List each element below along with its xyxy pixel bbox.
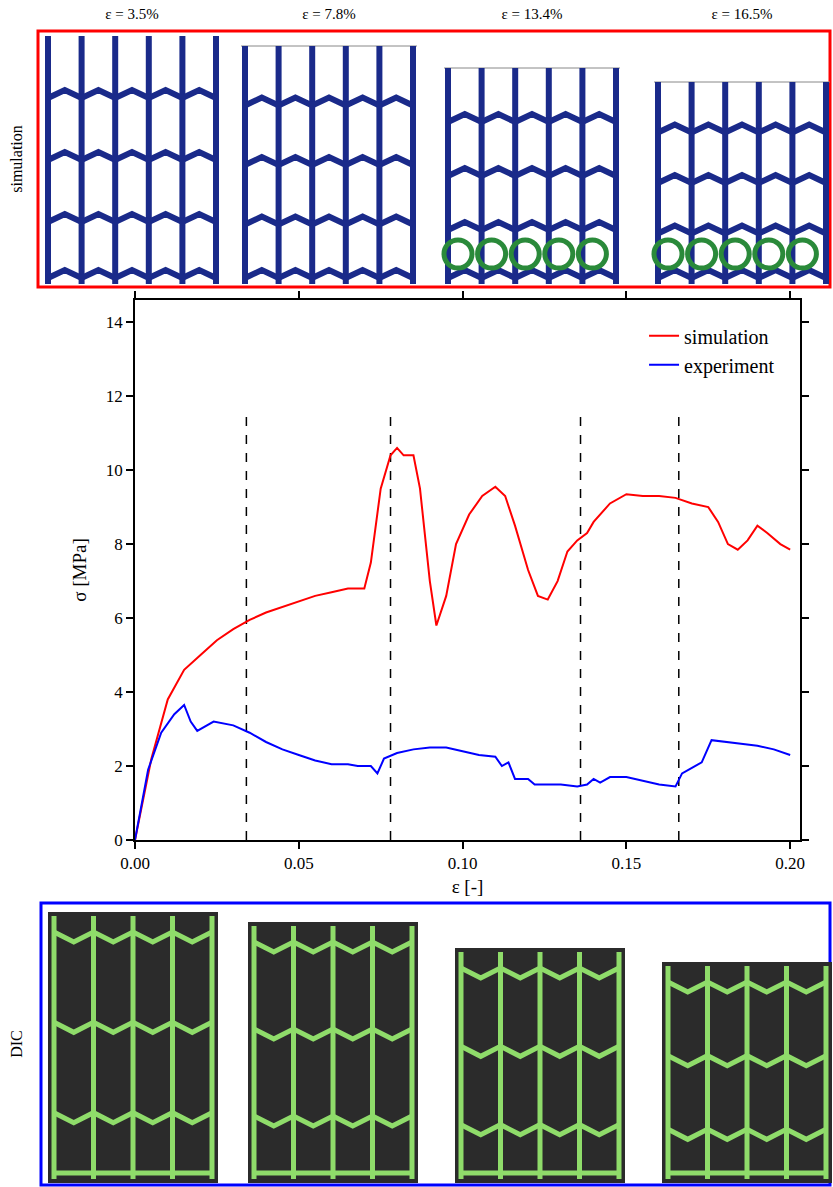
- svg-text:0.15: 0.15: [612, 854, 642, 873]
- svg-text:0.10: 0.10: [448, 854, 478, 873]
- svg-text:0.00: 0.00: [120, 854, 150, 873]
- svg-text:ε = 7.8%: ε = 7.8%: [302, 6, 356, 22]
- svg-text:experiment: experiment: [684, 355, 774, 378]
- svg-text:4: 4: [114, 683, 123, 702]
- svg-text:2: 2: [114, 757, 123, 776]
- svg-text:ε = 3.5%: ε = 3.5%: [105, 6, 159, 22]
- svg-text:0.20: 0.20: [775, 854, 805, 873]
- svg-text:10: 10: [106, 461, 123, 480]
- svg-text:14: 14: [106, 313, 124, 332]
- svg-text:0: 0: [114, 831, 123, 850]
- svg-text:0.05: 0.05: [284, 854, 314, 873]
- svg-text:DIC: DIC: [8, 1030, 25, 1058]
- svg-text:ε [-]: ε [-]: [452, 876, 484, 897]
- svg-text:ε = 13.4%: ε = 13.4%: [501, 6, 562, 22]
- svg-text:simulation: simulation: [8, 125, 25, 193]
- svg-text:simulation: simulation: [684, 326, 768, 348]
- svg-text:6: 6: [114, 609, 123, 628]
- svg-text:σ [MPa]: σ [MPa]: [69, 538, 90, 602]
- svg-text:12: 12: [106, 387, 123, 406]
- svg-text:8: 8: [114, 535, 123, 554]
- svg-text:ε = 16.5%: ε = 16.5%: [711, 6, 772, 22]
